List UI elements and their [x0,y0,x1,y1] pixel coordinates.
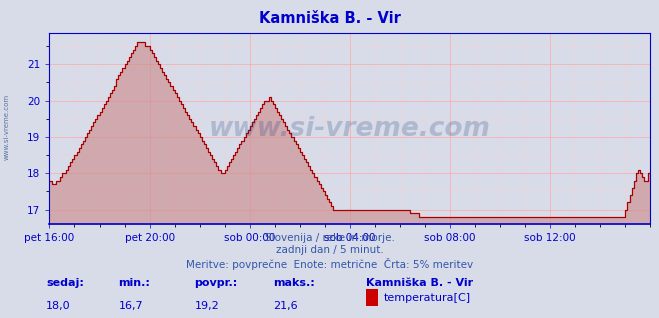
Text: temperatura[C]: temperatura[C] [384,293,471,303]
Text: povpr.:: povpr.: [194,278,238,288]
Text: Meritve: povprečne  Enote: metrične  Črta: 5% meritev: Meritve: povprečne Enote: metrične Črta:… [186,258,473,270]
Text: maks.:: maks.: [273,278,315,288]
Text: www.si-vreme.com: www.si-vreme.com [3,94,10,160]
Text: www.si-vreme.com: www.si-vreme.com [209,116,491,142]
Text: 16,7: 16,7 [119,301,143,310]
Text: min.:: min.: [119,278,150,288]
Text: 21,6: 21,6 [273,301,298,310]
Text: 18,0: 18,0 [46,301,71,310]
Text: zadnji dan / 5 minut.: zadnji dan / 5 minut. [275,245,384,255]
Text: sedaj:: sedaj: [46,278,84,288]
Text: 19,2: 19,2 [194,301,219,310]
Text: Kamniška B. - Vir: Kamniška B. - Vir [366,278,473,288]
Text: Slovenija / reke in morje.: Slovenija / reke in morje. [264,233,395,243]
Text: Kamniška B. - Vir: Kamniška B. - Vir [258,11,401,26]
